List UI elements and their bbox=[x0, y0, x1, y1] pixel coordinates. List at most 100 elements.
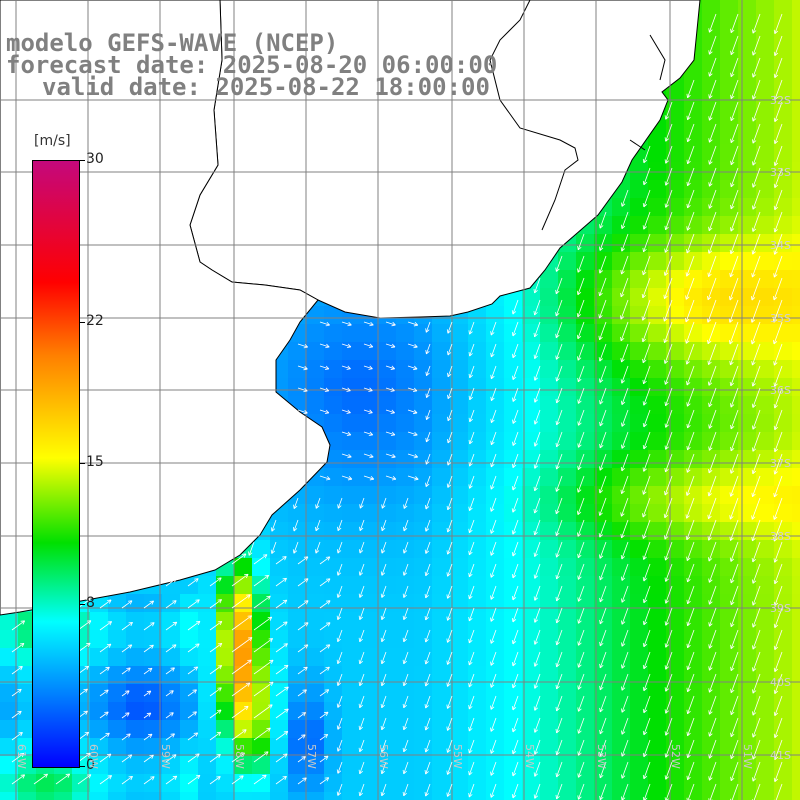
wind-cell bbox=[774, 198, 792, 216]
wind-arrow bbox=[99, 666, 110, 675]
wind-cell bbox=[450, 504, 468, 522]
wind-arrow bbox=[621, 739, 629, 757]
wind-cell bbox=[198, 612, 216, 630]
wind-arrow bbox=[253, 554, 268, 565]
wind-cell bbox=[738, 72, 756, 90]
wind-arrow bbox=[253, 616, 273, 631]
wind-cell bbox=[792, 630, 800, 648]
wind-arrow bbox=[424, 519, 431, 532]
wind-arrow bbox=[402, 673, 409, 687]
wind-cell bbox=[612, 450, 630, 468]
wind-arrow bbox=[425, 365, 431, 377]
wind-arrow bbox=[165, 754, 177, 763]
wind-cell bbox=[738, 342, 756, 360]
wind-cell bbox=[774, 342, 792, 360]
wind-arrow bbox=[621, 651, 629, 669]
wind-cell bbox=[738, 180, 756, 198]
wind-arrow bbox=[253, 727, 271, 741]
wind-arrow bbox=[664, 717, 673, 736]
wind-cell bbox=[414, 540, 432, 558]
wind-cell bbox=[450, 324, 468, 342]
wind-cell bbox=[432, 558, 450, 576]
wind-arrow bbox=[686, 145, 695, 165]
wind-arrow bbox=[577, 431, 585, 448]
wind-cell bbox=[90, 702, 108, 720]
wind-arrow bbox=[533, 431, 541, 447]
wind-cell bbox=[612, 792, 630, 800]
wind-cell bbox=[684, 414, 702, 432]
wind-cell bbox=[558, 540, 576, 558]
wind-cell bbox=[468, 486, 486, 504]
wind-arrow bbox=[424, 651, 431, 665]
longitude-label: 53W bbox=[595, 744, 608, 769]
wind-arrow bbox=[708, 651, 717, 671]
wind-cell bbox=[252, 540, 270, 558]
wind-arrow bbox=[773, 167, 783, 189]
wind-cell bbox=[756, 396, 774, 414]
wind-cell bbox=[720, 414, 738, 432]
wind-cell bbox=[738, 54, 756, 72]
wind-cell bbox=[486, 450, 504, 468]
wind-arrow bbox=[642, 585, 651, 604]
wind-arrow bbox=[750, 321, 761, 345]
wind-cell bbox=[198, 702, 216, 720]
wind-arrow bbox=[77, 642, 91, 653]
wind-cell bbox=[720, 162, 738, 180]
wind-cell bbox=[540, 702, 558, 720]
wind-cell bbox=[450, 486, 468, 504]
wind-cell bbox=[36, 792, 54, 800]
wind-cell bbox=[396, 684, 414, 702]
wind-cell bbox=[756, 90, 774, 108]
wind-arrow bbox=[620, 519, 629, 539]
wind-arrow bbox=[490, 541, 497, 556]
wind-cell bbox=[576, 648, 594, 666]
wind-cell bbox=[792, 486, 800, 504]
wind-cell bbox=[432, 414, 450, 432]
wind-arrow bbox=[468, 673, 475, 688]
wind-arrow bbox=[642, 761, 651, 780]
wind-cell bbox=[792, 72, 800, 90]
wind-cell bbox=[486, 486, 504, 504]
wind-cell bbox=[144, 738, 162, 756]
wind-cell bbox=[288, 774, 306, 792]
wind-cell bbox=[0, 774, 18, 792]
wind-arrow bbox=[642, 629, 651, 648]
wind-arrow bbox=[407, 409, 418, 415]
wind-arrow bbox=[424, 497, 431, 510]
wind-arrow bbox=[490, 585, 497, 600]
wind-cell bbox=[198, 774, 216, 792]
wind-cell bbox=[324, 666, 342, 684]
wind-cell bbox=[702, 720, 720, 738]
wind-cell bbox=[594, 288, 612, 306]
wind-cell bbox=[396, 576, 414, 594]
wind-arrow bbox=[708, 431, 717, 451]
wind-arrow bbox=[275, 577, 287, 587]
wind-cell bbox=[756, 36, 774, 54]
wind-cell bbox=[720, 684, 738, 702]
wind-cell bbox=[612, 738, 630, 756]
wind-arrow bbox=[752, 717, 761, 738]
wind-arrow bbox=[187, 689, 197, 697]
wind-arrow bbox=[599, 431, 607, 449]
wind-cell bbox=[720, 756, 738, 774]
wind-cell bbox=[108, 630, 126, 648]
wind-arrow bbox=[730, 387, 739, 408]
wind-arrow bbox=[686, 409, 695, 429]
wind-arrow bbox=[468, 497, 475, 511]
wind-cell bbox=[504, 648, 522, 666]
wind-cell bbox=[594, 270, 612, 288]
wind-cell bbox=[522, 594, 540, 612]
longitude-label: 56W bbox=[377, 744, 390, 769]
wind-cell bbox=[414, 792, 432, 800]
wind-arrow bbox=[424, 563, 431, 577]
wind-cell bbox=[234, 630, 252, 648]
wind-cell bbox=[144, 684, 162, 702]
wind-arrow bbox=[402, 629, 409, 643]
wind-arrow bbox=[11, 732, 23, 741]
wind-cell bbox=[234, 666, 252, 684]
wind-cell bbox=[90, 684, 108, 702]
wind-cell bbox=[360, 630, 378, 648]
wind-cell bbox=[774, 468, 792, 486]
colorbar-unit: [m/s] bbox=[32, 133, 73, 149]
wind-arrow bbox=[187, 774, 201, 785]
